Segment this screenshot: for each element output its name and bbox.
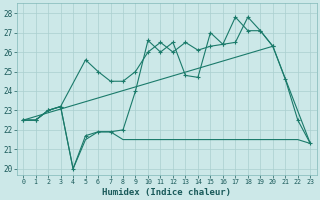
X-axis label: Humidex (Indice chaleur): Humidex (Indice chaleur) (102, 188, 231, 197)
